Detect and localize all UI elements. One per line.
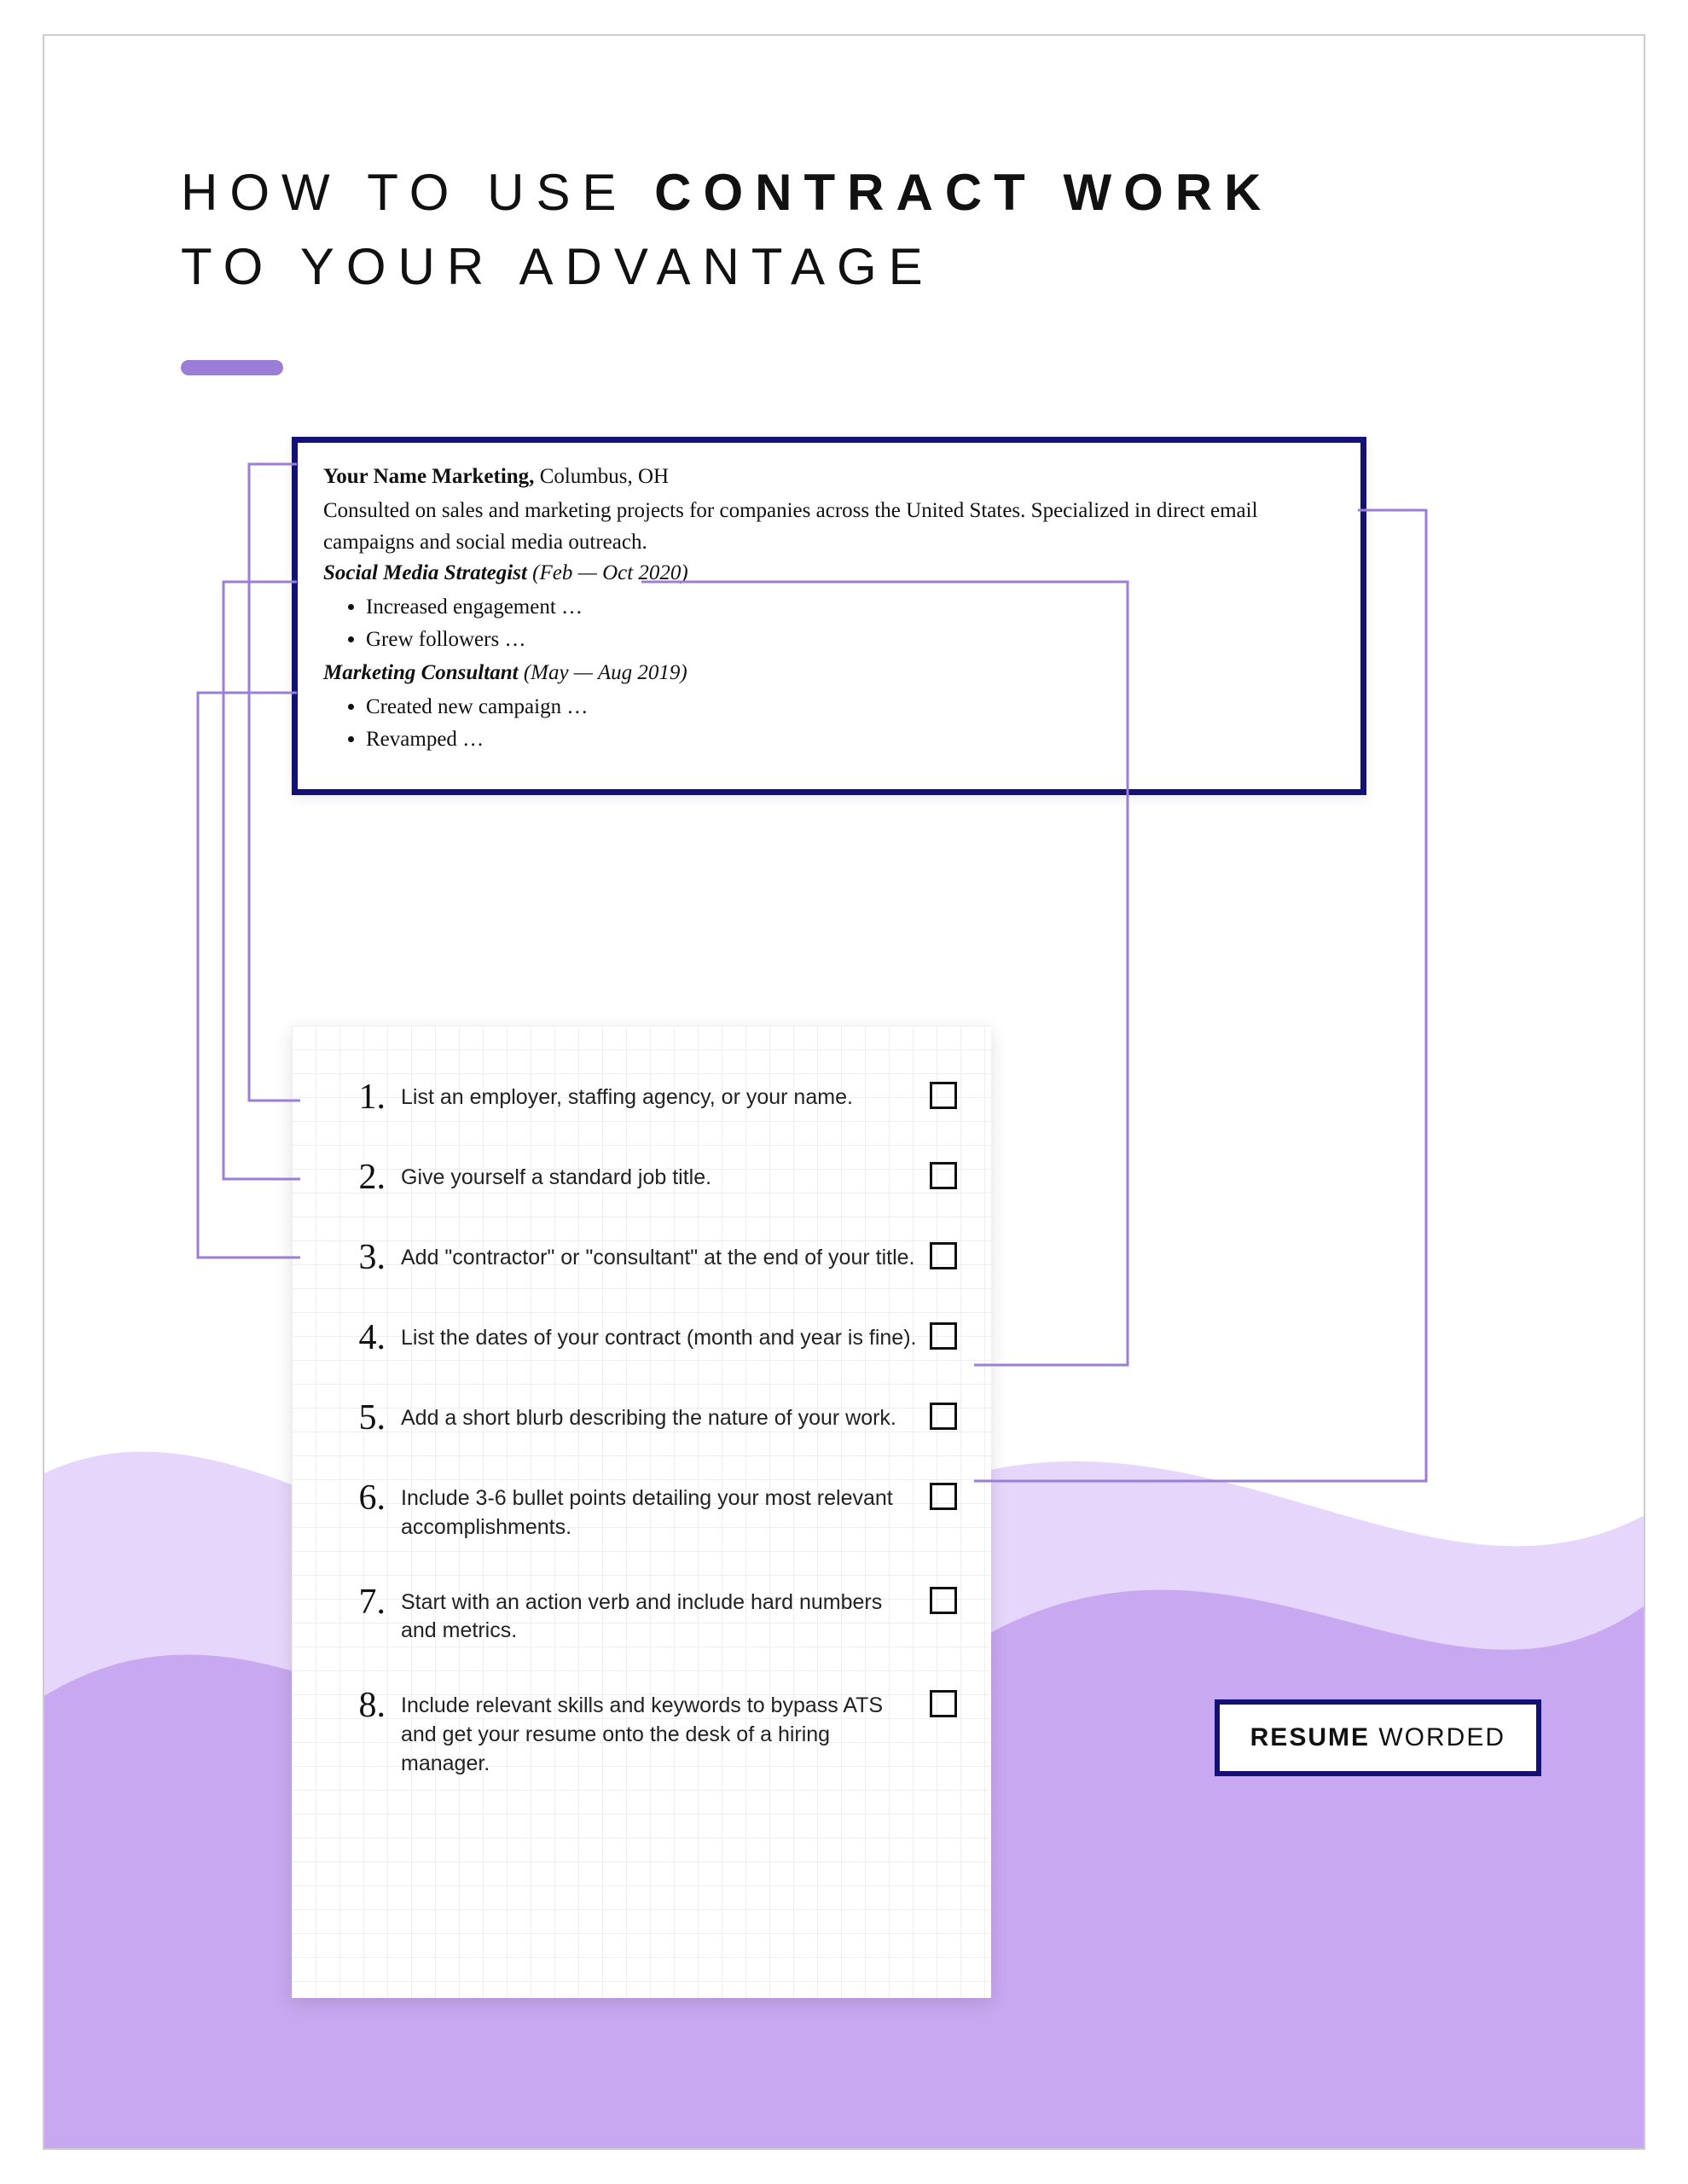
title-line1-prefix: HOW TO USE bbox=[181, 164, 654, 221]
checklist-text: Add "contractor" or "consultant" at the … bbox=[401, 1237, 919, 1273]
checklist-num: 3. bbox=[326, 1237, 386, 1278]
role-bullet: Created new campaign … bbox=[366, 692, 1335, 723]
resume-role-0: Social Media Strategist (Feb — Oct 2020)… bbox=[323, 558, 1335, 656]
checkbox-icon[interactable] bbox=[930, 1690, 957, 1717]
checkbox-icon[interactable] bbox=[930, 1587, 957, 1614]
checkbox-icon[interactable] bbox=[930, 1082, 957, 1109]
resume-company: Your Name Marketing, bbox=[323, 465, 534, 488]
title-line1-bold: CONTRACT WORK bbox=[654, 164, 1273, 221]
role-bullets-0: Increased engagement … Grew followers … bbox=[366, 592, 1335, 656]
checklist-row-8: 8. Include relevant skills and keywords … bbox=[326, 1685, 957, 1778]
page-frame: HOW TO USE CONTRACT WORK TO YOUR ADVANTA… bbox=[43, 34, 1645, 2150]
checklist-text: Include 3-6 bullet points detailing your… bbox=[401, 1478, 919, 1542]
checklist-row-3: 3. Add "contractor" or "consultant" at t… bbox=[326, 1237, 957, 1278]
checkbox-icon[interactable] bbox=[930, 1483, 957, 1510]
role-title-1: Marketing Consultant bbox=[323, 661, 519, 684]
resume-role-1: Marketing Consultant (May — Aug 2019) Cr… bbox=[323, 658, 1335, 756]
role-dates-0: (Feb — Oct 2020) bbox=[527, 561, 688, 584]
role-title-0: Social Media Strategist bbox=[323, 561, 527, 584]
checkbox-icon[interactable] bbox=[930, 1322, 957, 1350]
role-bullet: Increased engagement … bbox=[366, 592, 1335, 623]
role-dates-1: (May — Aug 2019) bbox=[519, 661, 687, 684]
role-bullet: Revamped … bbox=[366, 724, 1335, 755]
checklist-num: 6. bbox=[326, 1478, 386, 1519]
checklist-num: 4. bbox=[326, 1317, 386, 1358]
checklist-num: 1. bbox=[326, 1077, 386, 1118]
resume-sample-box: Your Name Marketing, Columbus, OH Consul… bbox=[292, 437, 1366, 795]
checklist-text: List the dates of your contract (month a… bbox=[401, 1317, 919, 1353]
accent-bar bbox=[181, 360, 283, 375]
checkbox-icon[interactable] bbox=[930, 1403, 957, 1430]
checklist-row-6: 6. Include 3-6 bullet points detailing y… bbox=[326, 1478, 957, 1542]
checklist-num: 2. bbox=[326, 1157, 386, 1198]
role-bullet: Grew followers … bbox=[366, 624, 1335, 655]
checkbox-icon[interactable] bbox=[930, 1162, 957, 1189]
checklist-text: Include relevant skills and keywords to … bbox=[401, 1685, 919, 1778]
checklist-num: 7. bbox=[326, 1582, 386, 1623]
checklist-text: Give yourself a standard job title. bbox=[401, 1157, 919, 1193]
page-title: HOW TO USE CONTRACT WORK TO YOUR ADVANTA… bbox=[181, 155, 1273, 304]
brand-bold: RESUME bbox=[1250, 1723, 1370, 1751]
checklist-card: 1. List an employer, staffing agency, or… bbox=[292, 1025, 991, 1998]
checklist-text: List an employer, staffing agency, or yo… bbox=[401, 1077, 919, 1112]
checklist-row-7: 7. Start with an action verb and include… bbox=[326, 1582, 957, 1647]
checklist-row-1: 1. List an employer, staffing agency, or… bbox=[326, 1077, 957, 1118]
resume-location: Columbus, OH bbox=[534, 465, 669, 488]
checkbox-icon[interactable] bbox=[930, 1242, 957, 1269]
checklist-row-2: 2. Give yourself a standard job title. bbox=[326, 1157, 957, 1198]
resume-company-line: Your Name Marketing, Columbus, OH bbox=[323, 462, 1335, 492]
checklist-text: Start with an action verb and include ha… bbox=[401, 1582, 919, 1647]
checklist-row-4: 4. List the dates of your contract (mont… bbox=[326, 1317, 957, 1358]
checklist-num: 8. bbox=[326, 1685, 386, 1726]
checklist-num: 5. bbox=[326, 1397, 386, 1438]
checklist-row-5: 5. Add a short blurb describing the natu… bbox=[326, 1397, 957, 1438]
role-bullets-1: Created new campaign … Revamped … bbox=[366, 692, 1335, 756]
checklist-text: Add a short blurb describing the nature … bbox=[401, 1397, 919, 1433]
brand-badge: RESUME WORDED bbox=[1215, 1699, 1541, 1776]
brand-rest: WORDED bbox=[1370, 1723, 1505, 1751]
title-line2: TO YOUR ADVANTAGE bbox=[181, 238, 935, 295]
resume-description: Consulted on sales and marketing project… bbox=[323, 496, 1335, 558]
